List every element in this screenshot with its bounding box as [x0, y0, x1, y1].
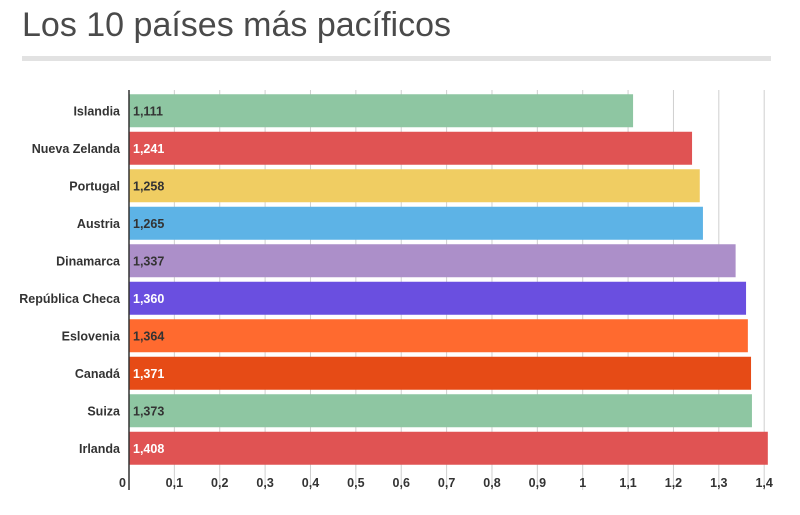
x-tick-label: 0,6: [393, 476, 410, 490]
bar: [129, 394, 752, 428]
category-label: Nueva Zelanda: [32, 142, 121, 156]
data-label: 1,337: [133, 254, 164, 268]
category-label: Eslovenia: [62, 329, 121, 343]
x-tick-label: 0,3: [256, 476, 273, 490]
chart-title: Los 10 países más pacíficos: [22, 6, 452, 44]
x-tick-label: 0,2: [211, 476, 228, 490]
category-label: República Checa: [19, 292, 121, 306]
data-label: 1,364: [133, 329, 164, 343]
x-tick-label: 0,9: [529, 476, 546, 490]
x-tick-label: 1,4: [755, 476, 772, 490]
bars: [129, 94, 768, 465]
category-label: Irlanda: [79, 442, 121, 456]
data-label: 1,258: [133, 179, 164, 193]
bar: [129, 319, 748, 353]
x-tick-label: 1: [579, 476, 586, 490]
data-label: 1,371: [133, 367, 164, 381]
bar: [129, 356, 752, 390]
bar: [129, 94, 634, 128]
category-label: Canadá: [75, 367, 120, 381]
bar: [129, 169, 700, 203]
data-label: 1,265: [133, 217, 164, 231]
x-tick-label: 0,7: [438, 476, 455, 490]
x-tick-label: 0,8: [483, 476, 500, 490]
x-tick-label: 0: [119, 476, 126, 490]
data-label: 1,373: [133, 404, 164, 418]
title-divider: [22, 56, 771, 61]
category-label: Suiza: [87, 404, 121, 418]
bar: [129, 431, 768, 465]
x-tick-label: 0,4: [302, 476, 319, 490]
data-label: 1,241: [133, 142, 164, 156]
bar: [129, 244, 736, 278]
x-tick-label: 1,1: [619, 476, 636, 490]
data-label: 1,111: [133, 104, 163, 118]
labels: 0 0,1 0,2 0,3 0,4 0,5 0,6 0,7 0,8 0,9 1 1,1 1,2 1,3 1,…: [19, 104, 773, 490]
x-tick-label: 0,5: [347, 476, 364, 490]
bar: [129, 281, 747, 315]
x-tick-label: 1,2: [665, 476, 682, 490]
category-label: Islandia: [73, 104, 121, 118]
category-label: Dinamarca: [56, 254, 121, 268]
data-label: 1,360: [133, 292, 164, 306]
bar: [129, 131, 693, 165]
category-label: Austria: [77, 217, 121, 231]
x-tick-label: 0,1: [166, 476, 183, 490]
x-tick-label: 1,3: [710, 476, 727, 490]
category-label: Portugal: [69, 179, 120, 193]
bar: [129, 206, 703, 240]
data-label: 1,408: [133, 442, 164, 456]
